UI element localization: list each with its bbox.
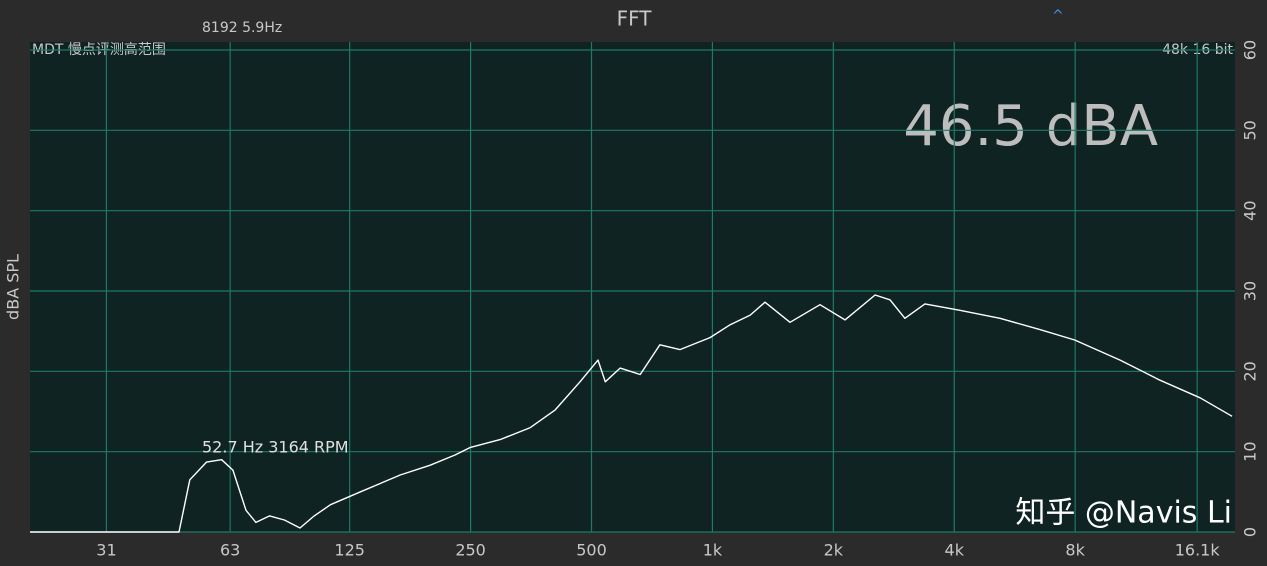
plot: 0 10 20 30 40 50 60 31 63 125 250 500 1k 2k 4k 8k 16.1k: [30, 40, 1260, 560]
x-tick-label: 31: [96, 541, 116, 560]
header-left: 8192 5.9Hz: [202, 20, 282, 36]
y-tick-label: 0: [1241, 527, 1260, 537]
chart-title: FFT: [617, 7, 653, 31]
x-tick-label: 8k: [1065, 541, 1085, 560]
x-tick-label: 1k: [703, 541, 723, 560]
spectrum-line: [30, 294, 1233, 533]
x-tick-label: 250: [455, 541, 486, 560]
x-tick-label: 2k: [824, 541, 844, 560]
y-tick-label: 40: [1241, 200, 1260, 220]
y-tick-label: 50: [1241, 120, 1260, 140]
watermark: 知乎 @Navis Li: [1015, 496, 1232, 531]
y-tick-label: 20: [1241, 361, 1260, 381]
level-readout: 46.5 dBA: [903, 94, 1158, 159]
peak-annotation: 52.7 Hz 3164 RPM: [202, 438, 349, 457]
y-tick-label: 30: [1241, 281, 1260, 301]
header-right[interactable]: ^: [1052, 8, 1064, 24]
x-tick-label: 500: [576, 541, 607, 560]
y-tick-label: 10: [1241, 441, 1260, 461]
plot-area: [30, 42, 1235, 532]
x-tick-label: 63: [220, 541, 240, 560]
y-tick-label: 60: [1241, 40, 1260, 60]
y-axis-label: dBA SPL: [4, 254, 23, 320]
x-tick-label: 4k: [945, 541, 965, 560]
x-tick-label: 16.1k: [1175, 541, 1221, 560]
x-tick-label: 125: [334, 541, 365, 560]
